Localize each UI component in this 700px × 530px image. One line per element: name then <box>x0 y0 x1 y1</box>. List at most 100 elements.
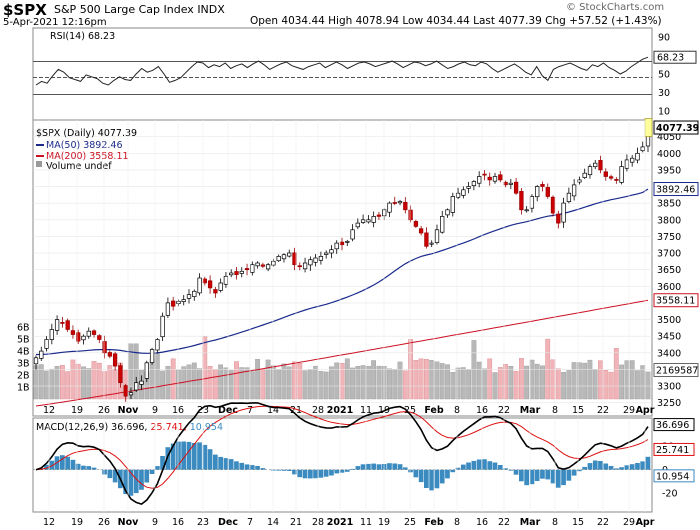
candle <box>44 339 49 349</box>
candle <box>229 272 234 276</box>
volume-bar <box>81 366 86 400</box>
macd-hist-bar <box>540 469 545 479</box>
candle <box>366 219 371 223</box>
macd-hist-bar <box>234 461 239 470</box>
volume-bar <box>234 361 239 400</box>
macd-hist-bar <box>292 469 297 475</box>
candle <box>413 221 419 227</box>
rsi-last-box <box>653 50 697 64</box>
x-axis-label: 11 <box>360 517 372 528</box>
candle <box>582 172 587 178</box>
macd-hist-bar <box>550 469 556 484</box>
macd-hist-bar <box>482 459 487 470</box>
candle <box>519 191 524 211</box>
x-axis-label: 9 <box>152 517 158 528</box>
macd-hist-bar <box>181 441 186 470</box>
macd-hist-bar <box>91 467 97 470</box>
volume-bar <box>635 370 640 400</box>
candle <box>287 252 292 257</box>
volume-bar <box>645 371 651 400</box>
volume-bar <box>545 338 551 400</box>
candle <box>376 214 382 217</box>
macd-hist-bar <box>44 464 49 470</box>
macd-hist-bar <box>545 469 551 480</box>
macd-hist-bar <box>408 469 413 473</box>
x-axis-label: 8 <box>454 517 460 528</box>
volume-bar <box>592 369 598 400</box>
volume-bar <box>529 359 535 400</box>
volume-tick-label: 4B <box>17 347 30 358</box>
volume-bar <box>302 370 308 400</box>
candle <box>498 174 503 181</box>
candle <box>197 277 202 294</box>
volume-bar <box>445 364 450 400</box>
candle <box>186 294 192 299</box>
price-tick-label: 4000 <box>657 149 681 160</box>
x-axis-label: 25 <box>404 517 416 528</box>
price-tick-label: 3850 <box>657 199 681 210</box>
volume-bar <box>265 359 271 400</box>
candle <box>630 157 635 163</box>
x-axis-label: 22 <box>597 517 609 528</box>
macd-hist-bar <box>308 469 313 479</box>
x-axis-label: 16 <box>476 517 488 528</box>
x-axis-label: 15 <box>572 405 584 416</box>
price-legend-symbol: $SPX (Daily) 4077.39 <box>36 128 137 139</box>
macd-legend-macd: MACD(12,26,9) 36.696, <box>36 422 147 433</box>
x-axis-label: 16 <box>172 517 184 528</box>
macd-hist-bar <box>461 464 466 470</box>
x-axis-label: 25 <box>404 405 416 416</box>
macd-hist-bar <box>197 442 202 470</box>
volume-bar <box>519 358 524 400</box>
macd-hist-bar <box>81 465 86 470</box>
candle <box>508 182 513 185</box>
x-axis-label: 7 <box>247 405 253 416</box>
volume-bar <box>513 371 519 400</box>
price-tick-label: 3600 <box>657 282 681 293</box>
macd-hist-bar <box>165 447 171 470</box>
macd-line <box>35 402 649 505</box>
macd-hist-bar <box>202 444 208 470</box>
macd-hist-bar <box>334 469 340 474</box>
header-symbol: $SPX <box>3 1 47 19</box>
volume-bar <box>244 367 250 400</box>
volume-bar <box>619 364 625 400</box>
macd-hist-bar <box>635 463 640 470</box>
macd-hist-bar <box>492 462 498 470</box>
macd-hist-bar <box>239 462 245 470</box>
volume-bar <box>613 348 619 400</box>
candle <box>123 385 128 397</box>
x-axis-label: 8 <box>552 405 558 416</box>
candle <box>624 159 630 169</box>
rsi-tick-label: 90 <box>658 33 670 44</box>
signal-last-label: 25.741 <box>656 445 689 456</box>
x-axis-label: 22 <box>498 405 510 416</box>
price-tick-label: 3650 <box>657 265 681 276</box>
x-axis-label: Feb <box>424 517 444 528</box>
macd-hist-bar <box>587 463 593 470</box>
candle <box>403 201 408 211</box>
volume-bar <box>624 360 630 400</box>
candle <box>345 241 350 243</box>
candle <box>244 268 250 271</box>
volume-bar <box>107 365 113 400</box>
candle <box>33 357 39 365</box>
x-axis-label: Apr <box>636 405 655 416</box>
candle <box>54 319 60 331</box>
macd-hist-bar <box>207 449 213 470</box>
candle <box>487 176 492 181</box>
volume-bar <box>44 370 49 400</box>
price-tick-label: 3950 <box>657 165 681 176</box>
candle <box>477 176 482 184</box>
macd-hist-bar <box>107 469 113 479</box>
macd-hist-bar <box>112 469 118 483</box>
candle <box>281 254 287 260</box>
macd-hist-bar <box>418 469 424 483</box>
x-axis-label: 23 <box>197 517 209 528</box>
macd-hist-bar <box>645 456 651 470</box>
x-axis-label: Mar <box>520 517 541 528</box>
volume-bar <box>571 362 577 400</box>
volume-bar <box>587 359 593 400</box>
volume-bar <box>33 365 39 400</box>
